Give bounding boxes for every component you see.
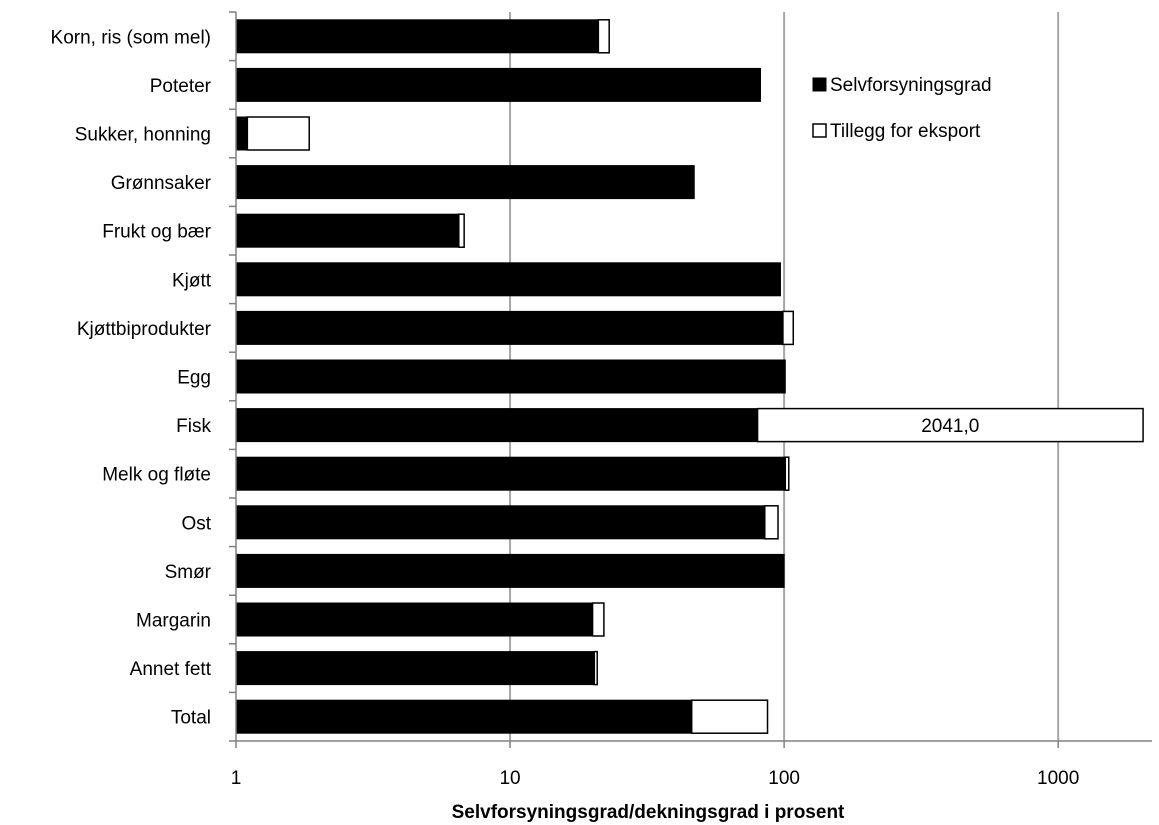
category-label-3: Grønnsaker: [111, 173, 212, 194]
bar-self-12: [235, 602, 594, 637]
category-label-4: Frukt og bær: [102, 222, 211, 243]
bar-export-8: [756, 407, 1144, 443]
category-label-6: Kjøttbiprodukter: [77, 319, 212, 340]
legend: Selvforsyningsgrad Tillegg for eksport: [812, 75, 992, 142]
category-label-13: Annet fett: [130, 659, 212, 680]
axes: [229, 11, 1152, 748]
bar-export-2: [246, 116, 310, 151]
legend-label-tillegg-for-eksport: Tillegg for eksport: [830, 121, 981, 142]
x-tick-label-1000: 1000: [1037, 768, 1079, 789]
legend-swatch-tillegg-for-eksport: [812, 123, 827, 138]
category-label-11: Smør: [165, 562, 212, 583]
legend-label-selvforsyningsgrad: Selvforsyningsgrad: [830, 75, 992, 96]
bar-export-9: [784, 456, 790, 491]
bar-self-2: [235, 116, 248, 151]
category-label-0: Korn, ris (som mel): [51, 27, 211, 48]
category-label-12: Margarin: [136, 611, 211, 632]
category-label-10: Ost: [181, 513, 211, 534]
bar-self-5: [235, 262, 781, 297]
data-label-0: 2041,0: [921, 416, 979, 437]
bar-self-10: [235, 505, 766, 540]
bar-export-14: [690, 699, 769, 734]
bar-self-1: [235, 67, 761, 102]
category-label-14: Total: [171, 708, 211, 729]
category-labels: Korn, ris (som mel) Poteter Sukker, honnin…: [51, 27, 212, 728]
category-label-7: Egg: [177, 368, 211, 389]
bar-export-6: [782, 310, 795, 346]
bar-self-7: [235, 359, 786, 394]
x-tick-label-1: 1: [231, 768, 242, 789]
bar-self-6: [235, 310, 784, 345]
bar-self-0: [235, 19, 599, 54]
category-label-2: Sukker, honning: [75, 125, 211, 146]
bar-self-13: [235, 651, 595, 686]
bar-self-8: [235, 408, 759, 443]
x-tick-label-10: 10: [499, 768, 520, 789]
category-label-5: Kjøtt: [172, 270, 212, 291]
bar-export-12: [591, 602, 605, 637]
bar-self-14: [235, 699, 693, 734]
bar-export-4: [458, 213, 465, 248]
bar-self-3: [235, 165, 695, 200]
bar-self-4: [235, 213, 460, 248]
bar-self-9: [235, 456, 786, 491]
category-label-9: Melk og fløte: [102, 465, 211, 486]
bar-export-10: [764, 505, 779, 540]
x-tick-labels: 1 10 100 1000: [231, 768, 1080, 789]
legend-swatch-selvforsyningsgrad: [812, 77, 827, 92]
category-label-8: Fisk: [176, 416, 211, 437]
bar-export-0: [597, 19, 610, 54]
x-tick-label-100: 100: [768, 768, 800, 789]
x-axis-title: Selvforsyningsgrad/dekningsgrad i prosen…: [452, 802, 845, 823]
bars: 2041,0: [235, 19, 1144, 734]
bar-self-11: [235, 553, 785, 588]
category-label-1: Poteter: [150, 76, 212, 97]
